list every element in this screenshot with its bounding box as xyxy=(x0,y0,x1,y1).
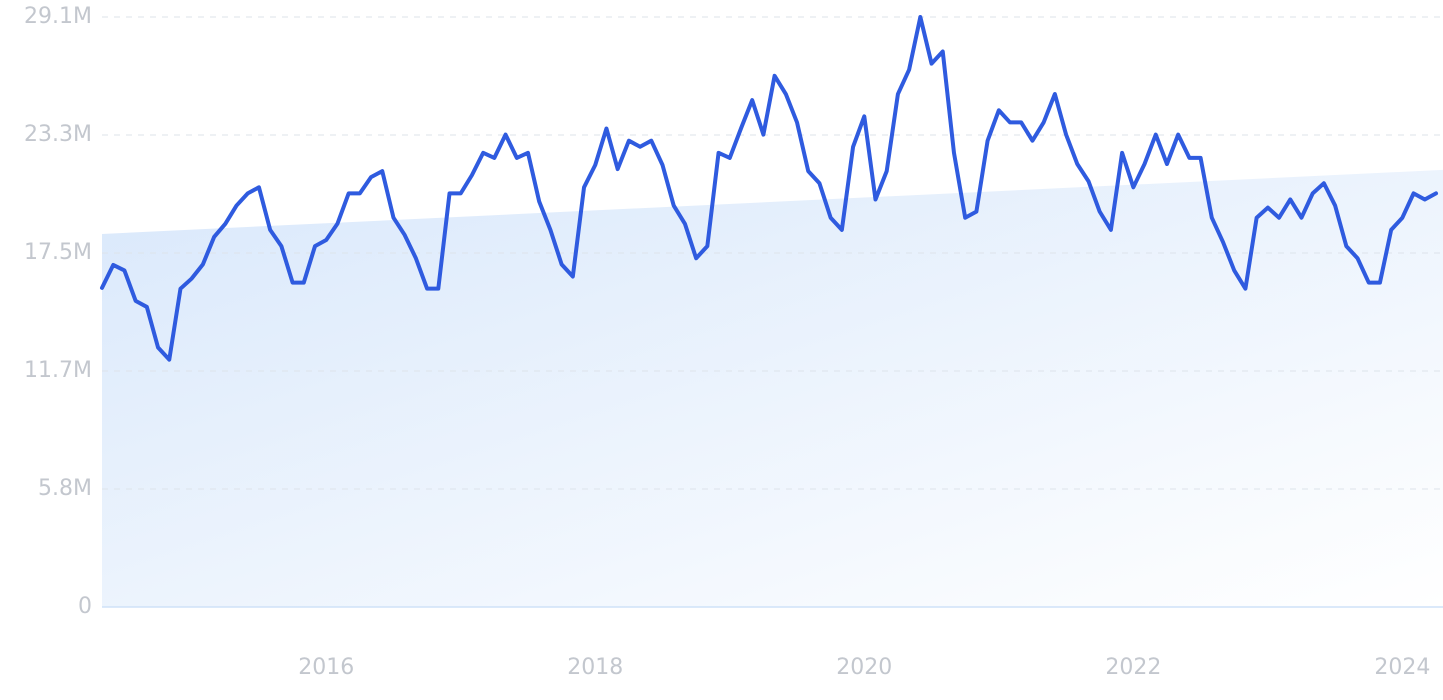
y-tick-label: 11.7M xyxy=(24,358,92,383)
trend-area xyxy=(102,169,1443,607)
x-tick-label: 2016 xyxy=(298,655,354,680)
foreground-layer: 0 5.8M 11.7M 17.5M 23.3M 29.1M 2016 2018 2020 202… xyxy=(24,4,1438,680)
background-layer xyxy=(102,16,1443,608)
x-tick-label: 2024 xyxy=(1374,655,1430,680)
x-tick-label: 2018 xyxy=(567,655,623,680)
x-tick-label: 2022 xyxy=(1105,655,1161,680)
y-tick-label: 17.5M xyxy=(24,240,92,265)
y-tick-label: 23.3M xyxy=(24,122,92,147)
y-tick-label: 5.8M xyxy=(38,476,92,501)
y-tick-label: 29.1M xyxy=(24,4,92,29)
line xyxy=(100,15,1438,362)
x-tick-label: 2020 xyxy=(836,655,892,680)
y-tick-label: 0 xyxy=(78,594,92,619)
